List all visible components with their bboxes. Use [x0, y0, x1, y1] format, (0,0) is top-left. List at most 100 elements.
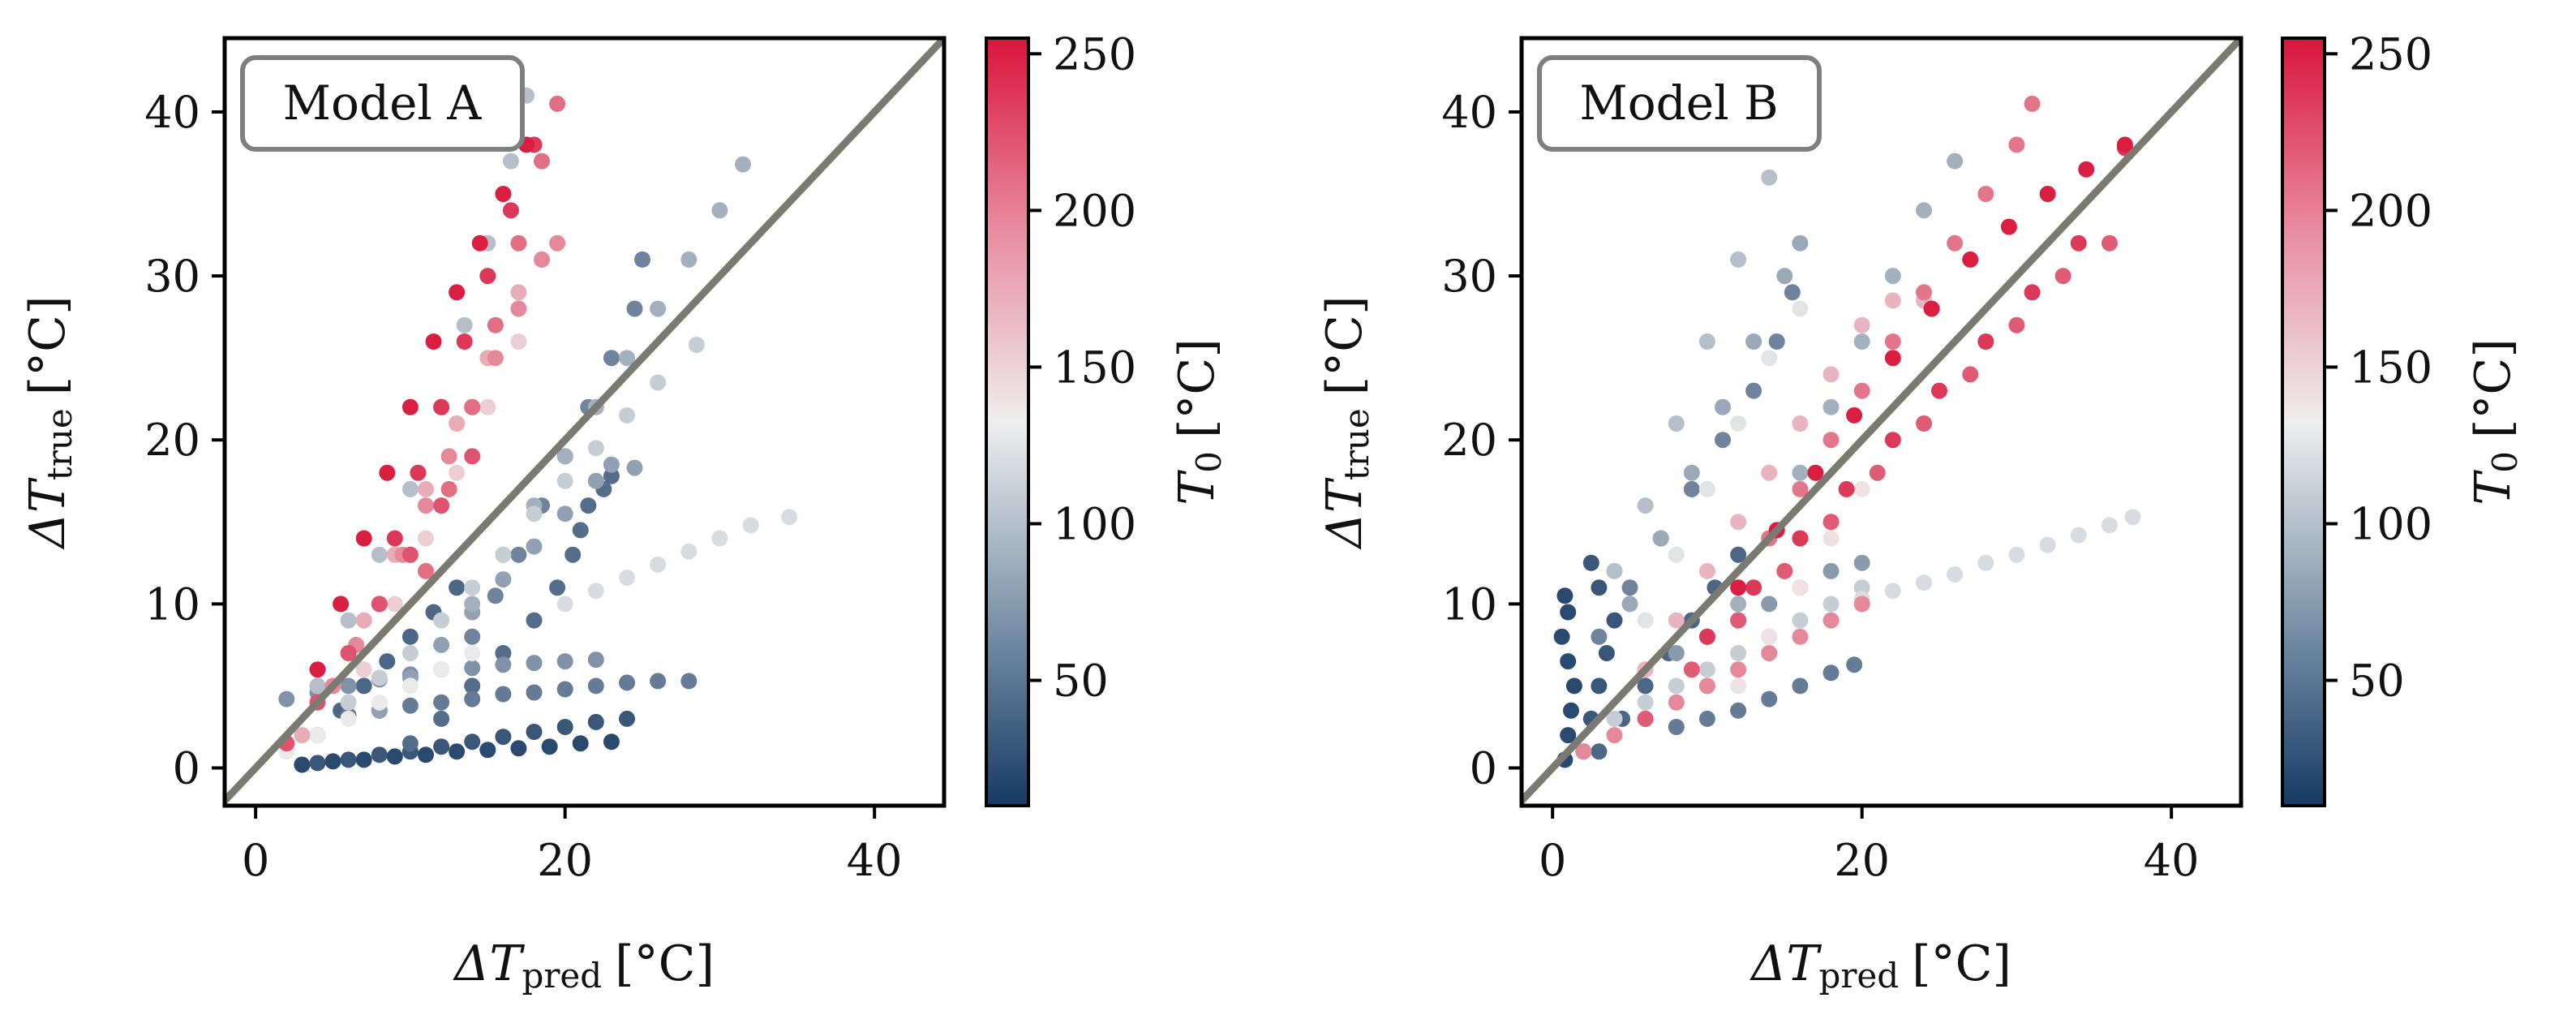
data-point: [556, 653, 573, 670]
data-point: [1884, 268, 1901, 285]
data-point: [1823, 398, 1840, 415]
colorbar-tick-label: 250: [2349, 28, 2432, 80]
data-point: [2101, 517, 2118, 534]
data-point: [449, 464, 466, 481]
data-point: [1715, 432, 1731, 449]
data-point: [449, 415, 466, 432]
y-tick-label: 20: [144, 415, 200, 466]
data-point: [418, 562, 434, 579]
data-point: [1792, 579, 1809, 596]
data-point: [1792, 530, 1809, 547]
x-axis-label-sub: pred: [522, 956, 602, 996]
data-point: [340, 694, 357, 711]
data-point: [1792, 415, 1809, 432]
data-point: [401, 677, 419, 695]
data-point: [1761, 628, 1778, 645]
svg-text:T0[°C]: T0 [°C]: [2465, 338, 2525, 505]
data-point: [1598, 645, 1615, 661]
data-point: [1931, 382, 1947, 399]
y-axis-label-sub: true: [40, 408, 79, 480]
data-point: [1730, 579, 1747, 596]
data-point: [1761, 596, 1778, 613]
data-point: [1761, 169, 1778, 186]
data-point: [433, 612, 450, 629]
data-point: [495, 645, 512, 661]
data-point: [495, 571, 512, 588]
data-point: [1846, 656, 1863, 673]
data-point: [464, 733, 481, 750]
data-point: [433, 661, 450, 678]
data-point: [464, 596, 481, 613]
data-point: [510, 546, 527, 563]
data-point: [1730, 645, 1747, 661]
data-point: [371, 746, 388, 763]
data-point: [449, 579, 466, 596]
data-point: [1792, 612, 1809, 629]
model-label: Model B: [1579, 75, 1778, 131]
data-point: [1823, 530, 1840, 547]
data-point: [1792, 480, 1809, 497]
y-axis-label-base: ΔT: [1316, 477, 1373, 549]
data-point: [495, 686, 512, 703]
data-point: [487, 350, 504, 367]
data-point: [386, 748, 403, 765]
data-point: [556, 596, 573, 613]
data-point: [1947, 566, 1964, 583]
data-point: [1823, 562, 1840, 579]
data-point: [526, 655, 543, 672]
data-point: [464, 690, 481, 707]
data-point: [1637, 694, 1654, 711]
data-point: [534, 251, 550, 268]
data-point: [2070, 527, 2087, 544]
data-point: [464, 677, 481, 695]
colorbar-tick-label: 50: [1053, 656, 1109, 707]
data-point: [464, 448, 481, 465]
data-point: [526, 505, 543, 523]
colorbar-ticks: 50 100 150 200 250: [1028, 28, 1136, 707]
data-point: [1768, 333, 1785, 350]
data-point: [401, 735, 419, 752]
data-point: [1730, 546, 1747, 563]
data-point: [526, 724, 543, 740]
data-point: [433, 694, 450, 711]
x-axis-label-unit: [°C]: [1912, 935, 2011, 992]
data-point: [1916, 202, 1932, 219]
data-point: [650, 300, 667, 317]
axes-frame: [1519, 36, 2243, 808]
data-point: [1823, 432, 1840, 449]
data-point: [1637, 497, 1654, 514]
data-point: [309, 677, 326, 695]
data-point: [1637, 677, 1654, 695]
data-point: [688, 337, 705, 353]
y-tick-label: 0: [173, 743, 200, 794]
x-tick-label: 0: [1539, 835, 1566, 886]
data-point: [1668, 645, 1685, 661]
data-point: [2008, 316, 2025, 333]
data-point: [1884, 583, 1901, 600]
data-point: [1715, 398, 1731, 415]
data-point: [1556, 587, 1574, 604]
data-point: [1792, 677, 1809, 695]
data-point: [603, 733, 620, 750]
data-point: [464, 579, 481, 596]
data-point: [1846, 406, 1863, 424]
data-point: [471, 234, 488, 252]
data-point: [1853, 316, 1870, 333]
colorbar-tick-label: 200: [2349, 185, 2432, 236]
data-point: [2000, 218, 2017, 235]
data-point: [526, 612, 543, 629]
data-point: [556, 681, 573, 698]
data-point: [386, 596, 403, 613]
data-point: [1823, 514, 1840, 531]
colorbar-label-base: T: [1169, 470, 1226, 505]
data-point: [1621, 579, 1638, 596]
data-point: [340, 612, 357, 629]
colorbar-tick-label: 200: [1053, 185, 1136, 236]
data-point: [1853, 480, 1870, 497]
data-point: [1916, 415, 1932, 432]
colorbar-gradient: [985, 37, 1030, 807]
data-point: [340, 751, 357, 768]
colorbar-tick-label: 150: [2349, 342, 2432, 393]
data-point: [1560, 653, 1577, 670]
